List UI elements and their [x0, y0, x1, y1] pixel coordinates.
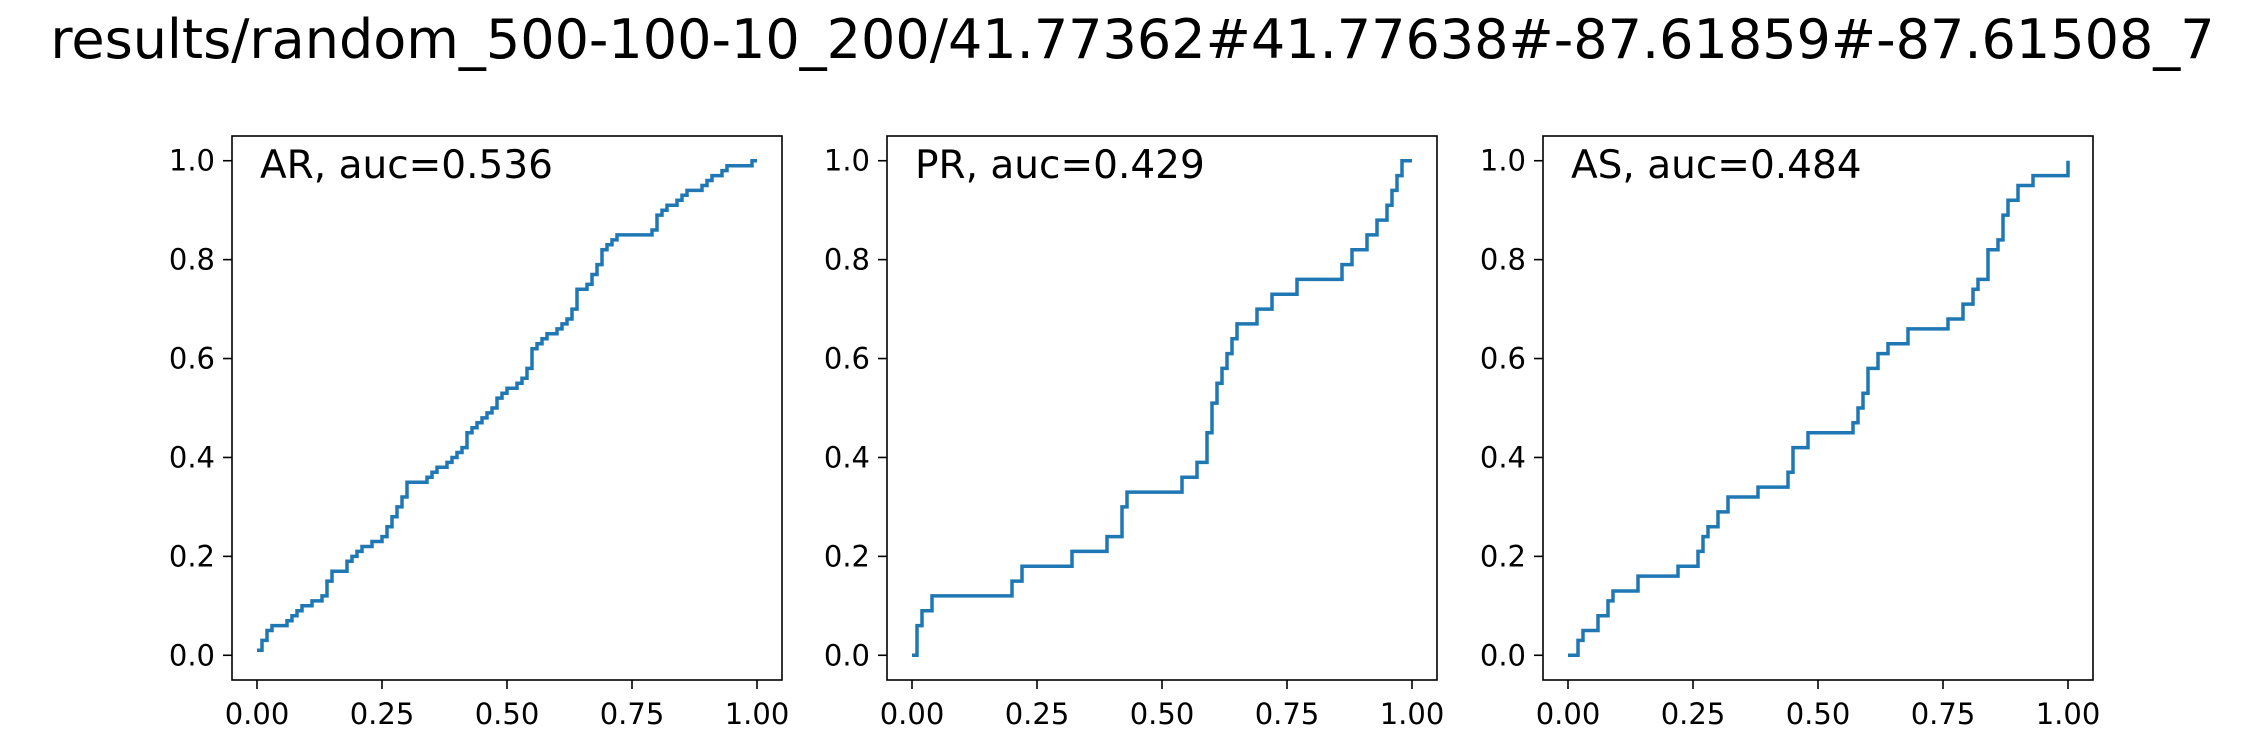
y-tick-label: 0.6 — [169, 342, 215, 376]
roc-curve-as — [1568, 160, 2070, 658]
x-tick-label: 0.75 — [600, 697, 665, 731]
x-tick-label: 0.25 — [1005, 697, 1070, 731]
subplot-as: 0.00 0.25 0.50 0.75 1.00 0.0 0.2 0.4 0.6 0.8 1.0 AS… — [1480, 135, 2101, 731]
y-tick-label: 1.0 — [169, 144, 215, 178]
x-tick-label: 0.50 — [1786, 697, 1851, 731]
axes-frame — [231, 135, 783, 681]
y-tick-label: 0.4 — [1480, 440, 1526, 474]
x-tick-label: 0.00 — [880, 697, 945, 731]
axes-frame — [886, 135, 1438, 681]
x-tick-label: 1.00 — [725, 697, 790, 731]
y-tick-label: 0.8 — [1480, 243, 1526, 277]
y-tick-label: 0.0 — [1480, 638, 1526, 672]
x-tick-label: 0.00 — [225, 697, 290, 731]
y-tick-label: 0.0 — [169, 638, 215, 672]
y-tick-label: 0.8 — [824, 243, 870, 277]
x-tick-label: 1.00 — [2036, 697, 2101, 731]
auc-annotation: AS, auc=0.484 — [1571, 143, 1862, 188]
subplot-pr: 0.00 0.25 0.50 0.75 1.00 0.0 0.2 0.4 0.6 0.8 1.0 PR… — [824, 135, 1445, 731]
subplot-ar: 0.00 0.25 0.50 0.75 1.00 0.0 0.2 0.4 0.6 0.8 1.0 AR… — [169, 135, 790, 731]
x-tick-label: 0.00 — [1536, 697, 1601, 731]
x-tick-label: 0.75 — [1255, 697, 1320, 731]
y-tick-label: 0.6 — [1480, 342, 1526, 376]
y-tick-label: 1.0 — [824, 144, 870, 178]
y-tick-label: 0.6 — [824, 342, 870, 376]
x-tick-label: 0.75 — [1911, 697, 1976, 731]
figure-title: results/random_500-100-10_200/41.77362#4… — [50, 8, 2215, 71]
y-tick-label: 0.2 — [1480, 539, 1526, 573]
x-tick-label: 0.25 — [1661, 697, 1726, 731]
x-tick-label: 0.50 — [1130, 697, 1195, 731]
x-tick-label: 0.50 — [475, 697, 540, 731]
y-tick-label: 0.8 — [169, 243, 215, 277]
roc-curve-ar — [257, 158, 757, 653]
x-tick-label: 1.00 — [1380, 697, 1445, 731]
y-tick-label: 0.2 — [169, 539, 215, 573]
y-tick-label: 0.4 — [824, 440, 870, 474]
auc-annotation: AR, auc=0.536 — [260, 143, 553, 188]
y-tick-label: 0.2 — [824, 539, 870, 573]
roc-curve-pr — [912, 158, 1412, 658]
y-tick-label: 0.4 — [169, 440, 215, 474]
axes-frame — [1542, 135, 2094, 681]
y-tick-label: 0.0 — [824, 638, 870, 672]
x-tick-label: 0.25 — [350, 697, 415, 731]
y-tick-label: 1.0 — [1480, 144, 1526, 178]
auc-annotation: PR, auc=0.429 — [915, 143, 1205, 188]
